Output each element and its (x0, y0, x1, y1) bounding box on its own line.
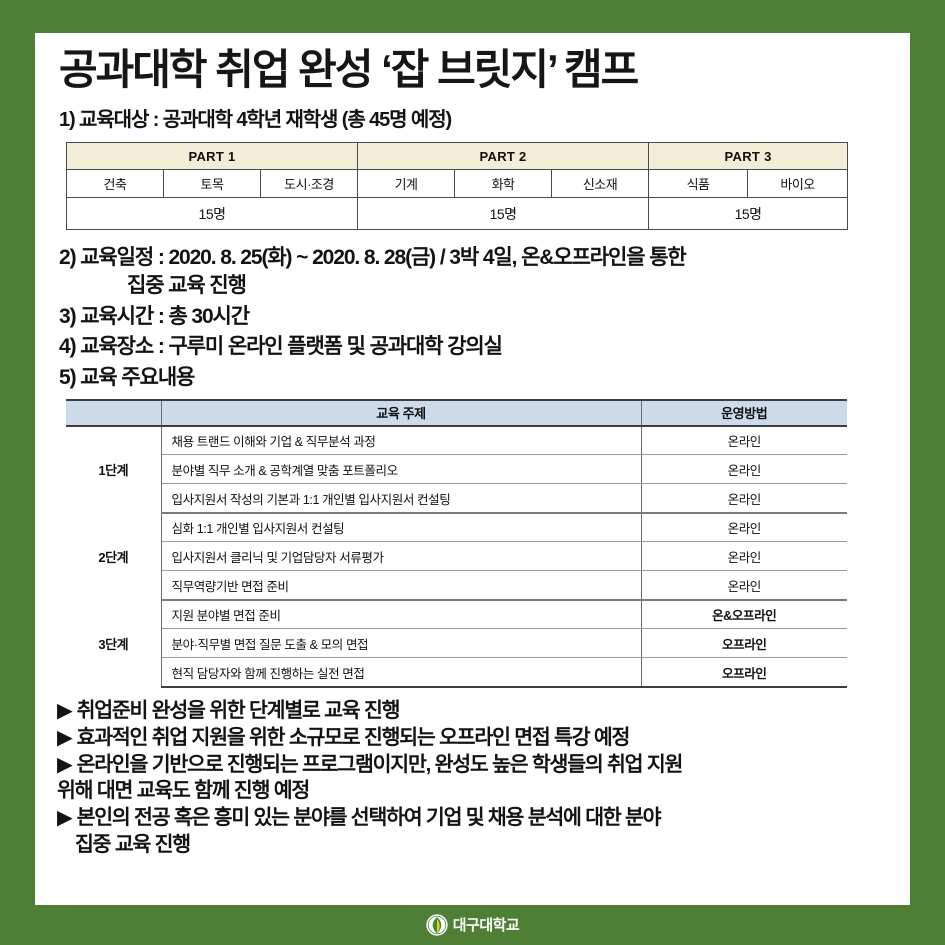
list-item: ▶ 취업준비 완성을 위한 단계별로 교육 진행 (57, 698, 910, 725)
part-count-cell: 15명 (357, 197, 650, 231)
bullet-line: ▶ 본인의 전공 혹은 흥미 있는 분야를 선택하여 기업 및 채용 분석에 대한… (57, 805, 910, 832)
bullet-text: 본인의 전공 혹은 흥미 있는 분야를 선택하여 기업 및 채용 분석에 대한 … (76, 806, 662, 830)
curriculum-header-method: 운영방법 (641, 398, 847, 427)
major-cell: 신소재 (551, 169, 650, 199)
stage-label: 3단계 (66, 599, 162, 687)
triangle-bullet-icon: ▶ (57, 725, 73, 749)
method-cell: 온&오프라인 (641, 599, 847, 630)
education-schedule-continuation: 집중 교육 진행 (127, 273, 247, 297)
topic-cell: 입사지원서 클리닉 및 기업담당자 서류평가 (161, 541, 642, 572)
part-count-cell: 15명 (65, 197, 359, 231)
bullet-text: 온라인을 기반으로 진행되는 프로그램이지만, 완성도 높은 학생들의 취업 지… (76, 752, 684, 776)
major-cell: 식품 (648, 169, 749, 199)
topic-cell: 지원 분야별 면접 준비 (161, 599, 642, 630)
content-sheet: 공과대학 취업 완성 ‘잡 브릿지’ 캠프 1) 교육대상 : 공과대학 4학년… (35, 33, 910, 905)
part-header-cell: PART 3 (648, 142, 849, 171)
curriculum-table-wrap: 교육 주제 운영방법 1단계 채용 트랜드 이해와 기업 & 직무분석 과정 온… (66, 398, 847, 688)
part-count-cell: 15명 (648, 197, 849, 231)
stage-label: 1단계 (66, 425, 162, 513)
topic-cell: 분야·직무별 면접 질문 도출 & 모의 면접 (161, 628, 642, 659)
curriculum-header-stage (66, 398, 162, 427)
bullet-line: ▶ 온라인을 기반으로 진행되는 프로그램이지만, 완성도 높은 학생들의 취업 … (57, 752, 910, 779)
table-row: 분야·직무별 면접 질문 도출 & 모의 면접 오프라인 (66, 628, 847, 659)
part-header-cell: PART 1 (65, 142, 359, 171)
parts-majors-row: 건축 토목 도시·조경 기계 화학 신소재 식품 바이오 (66, 169, 849, 199)
stage-label: 2단계 (66, 512, 162, 600)
method-cell: 온라인 (641, 541, 847, 572)
bullet-text: 취업준비 완성을 위한 단계별로 교육 진행 (76, 698, 401, 722)
bullet-continuation: 위해 대면 교육도 함께 진행 예정 (57, 779, 310, 803)
major-cell: 바이오 (747, 169, 849, 199)
major-cell: 도시·조경 (259, 169, 359, 199)
method-cell: 온라인 (641, 570, 847, 601)
parts-table: PART 1 PART 2 PART 3 건축 토목 도시·조경 기계 화학 신… (65, 142, 849, 231)
list-item: ▶ 본인의 전공 혹은 흥미 있는 분야를 선택하여 기업 및 채용 분석에 대한… (57, 805, 910, 859)
bullet-continuation: 집중 교육 진행 (75, 833, 191, 857)
parts-header-row: PART 1 PART 2 PART 3 (65, 142, 849, 171)
method-cell: 온라인 (641, 454, 847, 485)
parts-table-wrap: PART 1 PART 2 PART 3 건축 토목 도시·조경 기계 화학 신… (65, 142, 849, 231)
table-row: 직무역량기반 면접 준비 온라인 (66, 570, 847, 601)
education-hours-line: 3) 교육시간 : 총 30시간 (59, 304, 250, 328)
method-cell: 오프라인 (641, 628, 847, 659)
education-content-heading: 5) 교육 주요내용 (59, 366, 195, 390)
education-target-line: 1) 교육대상 : 공과대학 4학년 재학생 (총 45명 예정) (59, 108, 452, 131)
table-row: 분야별 직무 소개 & 공학계열 맞춤 포트폴리오 온라인 (66, 454, 847, 485)
curriculum-header-topic: 교육 주제 (161, 398, 642, 427)
list-item: ▶ 효과적인 취업 지원을 위한 소규모로 진행되는 오프라인 면접 특강 예정 (57, 725, 910, 752)
footer-band: 대구대학교 (0, 905, 945, 945)
method-cell: 온라인 (641, 483, 847, 514)
list-item: ▶ 온라인을 기반으로 진행되는 프로그램이지만, 완성도 높은 학생들의 취업 … (57, 752, 910, 806)
notes-list: ▶ 취업준비 완성을 위한 단계별로 교육 진행 ▶ 효과적인 취업 지원을 위한 … (35, 698, 910, 859)
topic-cell: 심화 1:1 개인별 입사지원서 컨설팅 (161, 512, 642, 543)
curriculum-table: 교육 주제 운영방법 1단계 채용 트랜드 이해와 기업 & 직무분석 과정 온… (66, 398, 847, 688)
education-schedule-line: 2) 교육일정 : 2020. 8. 25(화) ~ 2020. 8. 28(금… (59, 246, 687, 270)
bullet-line: ▶ 취업준비 완성을 위한 단계별로 교육 진행 (57, 698, 910, 725)
method-cell: 온라인 (641, 425, 847, 456)
table-row: 입사지원서 클리닉 및 기업담당자 서류평가 온라인 (66, 541, 847, 572)
topic-cell: 직무역량기반 면접 준비 (161, 570, 642, 601)
daegu-university-emblem-icon (425, 914, 448, 936)
major-cell: 기계 (357, 169, 456, 199)
major-cell: 토목 (163, 169, 261, 199)
table-row: 2단계 심화 1:1 개인별 입사지원서 컨설팅 온라인 (66, 512, 847, 600)
topic-cell: 분야별 직무 소개 & 공학계열 맞춤 포트폴리오 (161, 454, 642, 485)
table-row: 현직 담당자와 함께 진행하는 실전 면접 오프라인 (66, 657, 847, 688)
curriculum-header-row: 교육 주제 운영방법 (66, 398, 847, 427)
topic-cell: 채용 트랜드 이해와 기업 & 직무분석 과정 (161, 425, 642, 456)
education-place-line: 4) 교육장소 : 구루미 온라인 플랫폼 및 공과대학 강의실 (59, 335, 503, 359)
table-row: 입사지원서 작성의 기본과 1:1 개인별 입사지원서 컨설팅 온라인 (66, 483, 847, 514)
bullet-text: 효과적인 취업 지원을 위한 소규모로 진행되는 오프라인 면접 특강 예정 (76, 725, 631, 749)
triangle-bullet-icon: ▶ (57, 752, 73, 776)
bullet-line: ▶ 효과적인 취업 지원을 위한 소규모로 진행되는 오프라인 면접 특강 예정 (57, 725, 910, 752)
topic-cell: 입사지원서 작성의 기본과 1:1 개인별 입사지원서 컨설팅 (161, 483, 642, 514)
parts-count-row: 15명 15명 15명 (65, 197, 849, 231)
part-header-cell: PART 2 (357, 142, 650, 171)
triangle-bullet-icon: ▶ (57, 806, 73, 830)
method-cell: 온라인 (641, 512, 847, 543)
table-row: 1단계 채용 트랜드 이해와 기업 & 직무분석 과정 온라인 (66, 425, 847, 513)
major-cell: 건축 (66, 169, 164, 199)
topic-cell: 현직 담당자와 함께 진행하는 실전 면접 (161, 657, 642, 688)
university-name: 대구대학교 (452, 916, 520, 934)
table-row: 3단계 지원 분야별 면접 준비 온&오프라인 (66, 599, 847, 687)
triangle-bullet-icon: ▶ (57, 698, 73, 722)
method-cell: 오프라인 (641, 657, 847, 688)
major-cell: 화학 (454, 169, 553, 199)
schedule-block: 2) 교육일정 : 2020. 8. 25(화) ~ 2020. 8. 28(금… (35, 244, 910, 299)
page-title: 공과대학 취업 완성 ‘잡 브릿지’ 캠프 (59, 46, 639, 93)
